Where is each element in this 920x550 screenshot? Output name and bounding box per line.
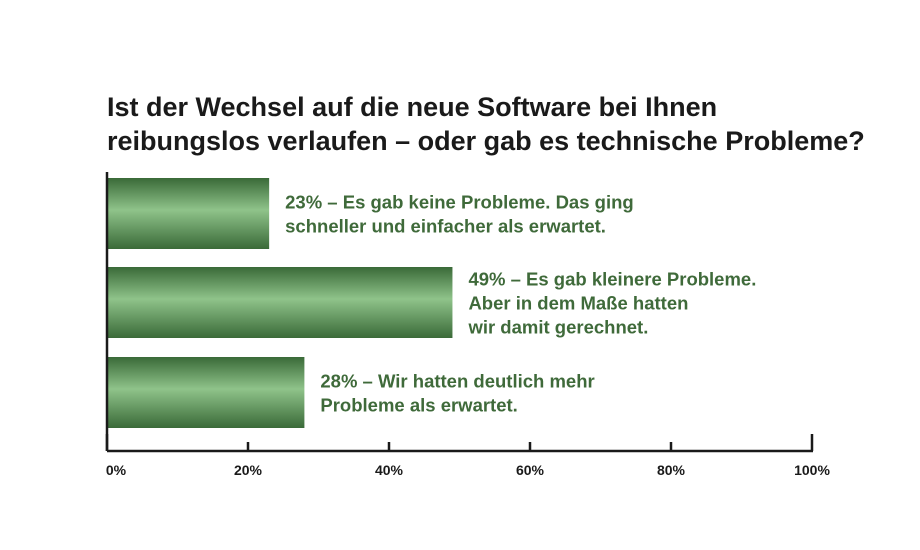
bar-label-3-line-1: 28% – Wir hatten deutlich mehr [320, 371, 594, 392]
bar-label-2-line-3: wir damit gerechnet. [467, 317, 648, 338]
x-tick-label-2: 40% [375, 462, 404, 478]
bar-label-1: 23% – Es gab keine Probleme. Das ging sch… [285, 192, 634, 237]
bar-label-1-line-1: 23% – Es gab keine Probleme. Das ging [285, 192, 634, 213]
bar-labels-group: 23% – Es gab keine Probleme. Das ging sch… [285, 192, 756, 416]
x-tick-label-0: 0% [106, 462, 127, 478]
chart-title-line-2: reibungslos verlaufen – oder gab es tech… [107, 126, 865, 156]
bar-1 [107, 178, 270, 249]
bar-label-1-line-2: schneller und einfacher als erwartet. [285, 216, 606, 237]
axes-group: 0% 20% 40% 60% 80% 100% [105, 172, 830, 478]
x-tick-label-5: 100% [794, 462, 830, 478]
chart-title-line-1: Ist der Wechsel auf die neue Software be… [107, 92, 718, 122]
bar-label-2-line-2: Aber in dem Maße hatten [468, 293, 688, 314]
bar-label-2-line-1: 49% – Es gab kleinere Probleme. [468, 269, 756, 290]
x-tick-label-1: 20% [234, 462, 263, 478]
chart-title: Ist der Wechsel auf die neue Software be… [107, 90, 897, 158]
bar-label-3-line-2: Probleme als erwartet. [320, 395, 517, 416]
x-tick-label-3: 60% [516, 462, 545, 478]
x-tick-label-4: 80% [657, 462, 686, 478]
bar-label-3: 28% – Wir hatten deutlich mehr Probleme a… [320, 371, 594, 416]
bars-group [107, 178, 453, 428]
bar-label-2: 49% – Es gab kleinere Probleme. Aber in d… [467, 269, 756, 338]
bar-2 [107, 267, 453, 338]
bar-3 [107, 357, 305, 428]
